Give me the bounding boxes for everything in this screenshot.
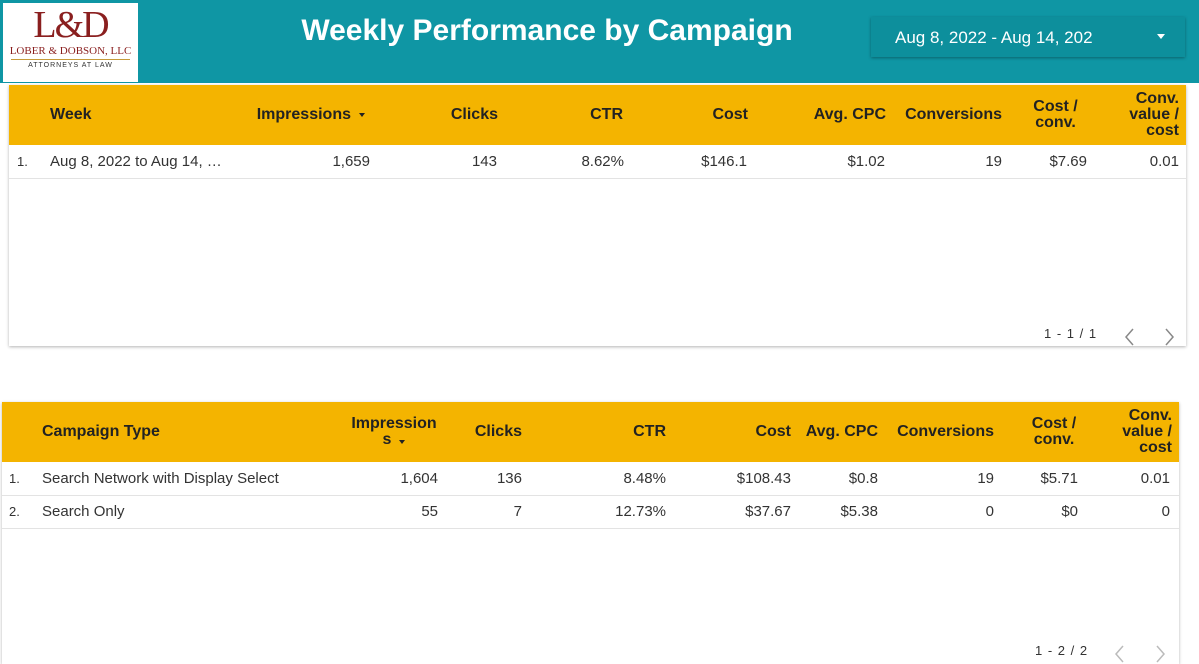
column-header-cost-per-conv[interactable]: Cost / conv.: [1031, 415, 1077, 448]
cell-conv-value-cost: 0.01: [1149, 153, 1179, 170]
chevron-left-icon[interactable]: [1122, 327, 1138, 347]
cell-cost: $108.43: [736, 470, 791, 487]
table-row[interactable]: 2. Search Only 55 7 12.73% $37.67 $5.38 …: [2, 495, 1179, 529]
column-header-ctr[interactable]: CTR: [590, 106, 623, 123]
column-header-cost-per-conv[interactable]: Cost / conv.: [1033, 98, 1078, 131]
row-index: 1.: [9, 471, 20, 486]
cell-cost-per-conv: $0: [1061, 503, 1078, 520]
header-bar: L&D LOBER & DOBSON, LLC ATTORNEYS AT LAW…: [0, 0, 1199, 83]
column-header-campaign-type[interactable]: Campaign Type: [42, 423, 160, 440]
chevron-right-icon[interactable]: [1161, 327, 1177, 347]
cell-ctr: 12.73%: [615, 503, 666, 520]
row-index: 2.: [9, 504, 20, 519]
page-title: Weekly Performance by Campaign: [301, 14, 793, 47]
column-header-cost[interactable]: Cost: [755, 423, 791, 440]
column-header-impressions[interactable]: Impressions: [209, 85, 365, 145]
cell-impressions: 1,604: [400, 470, 438, 487]
cell-conversions: 19: [977, 470, 994, 487]
column-header-clicks[interactable]: Clicks: [450, 106, 498, 123]
cell-ctr: 8.62%: [581, 153, 624, 170]
column-header-avg-cpc[interactable]: Avg. CPC: [805, 423, 878, 440]
sort-desc-icon: [359, 113, 365, 117]
table-row[interactable]: 1. Aug 8, 2022 to Aug 14, … 1,659 143 8.…: [9, 145, 1186, 179]
column-header-week[interactable]: Week: [50, 106, 92, 123]
cell-impressions: 1,659: [332, 153, 370, 170]
sort-desc-icon: [399, 440, 406, 444]
cell-conversions: 0: [985, 503, 994, 520]
cell-ctr: 8.48%: [623, 470, 666, 487]
column-header-clicks[interactable]: Clicks: [474, 423, 522, 440]
chevron-down-icon: [1157, 34, 1165, 39]
table-row[interactable]: 1. Search Network with Display Select 1,…: [2, 462, 1179, 496]
row-index: 1.: [17, 154, 28, 169]
logo-firm-name: LOBER & DOBSON, LLC: [9, 45, 132, 57]
cell-avg-cpc: $5.38: [840, 503, 878, 520]
column-header-ctr[interactable]: CTR: [633, 423, 666, 440]
date-range-label: Aug 8, 2022 - Aug 14, 202: [895, 28, 1093, 47]
cell-conversions: 19: [985, 153, 1002, 170]
cell-impressions: 55: [421, 503, 438, 520]
cell-clicks: 7: [513, 503, 522, 520]
table-header: Campaign Type Impressions Clicks CTR Cos…: [2, 402, 1179, 462]
cell-campaign-type: Search Only: [42, 503, 125, 520]
cell-clicks: 143: [471, 153, 497, 170]
cell-campaign-type: Search Network with Display Select: [42, 470, 279, 487]
cell-cost-per-conv: $7.69: [1049, 153, 1087, 170]
logo-monogram: L&D: [33, 4, 109, 46]
cell-clicks: 136: [496, 470, 522, 487]
column-header-impressions[interactable]: Impressions: [351, 415, 437, 448]
column-header-cost[interactable]: Cost: [712, 106, 748, 123]
cell-avg-cpc: $0.8: [848, 470, 878, 487]
weekly-performance-table: Week Impressions Clicks CTR Cost Avg. CP…: [9, 85, 1186, 346]
cell-conv-value-cost: 0.01: [1140, 470, 1170, 487]
cell-cost-per-conv: $5.71: [1040, 470, 1078, 487]
cell-conv-value-cost: 0: [1161, 503, 1170, 520]
logo-tagline: ATTORNEYS AT LAW: [28, 62, 113, 69]
cell-cost: $37.67: [745, 503, 791, 520]
chevron-right-icon[interactable]: [1152, 644, 1168, 664]
column-header-avg-cpc[interactable]: Avg. CPC: [813, 106, 886, 123]
date-range-picker[interactable]: Aug 8, 2022 - Aug 14, 202: [871, 17, 1185, 57]
cell-week: Aug 8, 2022 to Aug 14, …: [50, 153, 222, 170]
firm-logo: L&D LOBER & DOBSON, LLC ATTORNEYS AT LAW: [3, 3, 138, 82]
pagination-label: 1 - 1 / 1: [1044, 326, 1098, 341]
campaign-type-table: Campaign Type Impressions Clicks CTR Cos…: [2, 402, 1179, 664]
table-header: Week Impressions Clicks CTR Cost Avg. CP…: [9, 85, 1186, 145]
logo-divider: [11, 59, 130, 60]
column-header-conv-value-cost[interactable]: Conv. value / cost: [1122, 407, 1172, 456]
pagination-label: 1 - 2 / 2: [1035, 643, 1089, 658]
column-header-conversions[interactable]: Conversions: [897, 423, 994, 440]
chevron-left-icon[interactable]: [1112, 644, 1128, 664]
column-header-conv-value-cost[interactable]: Conv. value / cost: [1129, 90, 1179, 139]
column-header-conversions[interactable]: Conversions: [905, 106, 1002, 123]
cell-avg-cpc: $1.02: [847, 153, 885, 170]
cell-cost: $146.1: [701, 153, 747, 170]
